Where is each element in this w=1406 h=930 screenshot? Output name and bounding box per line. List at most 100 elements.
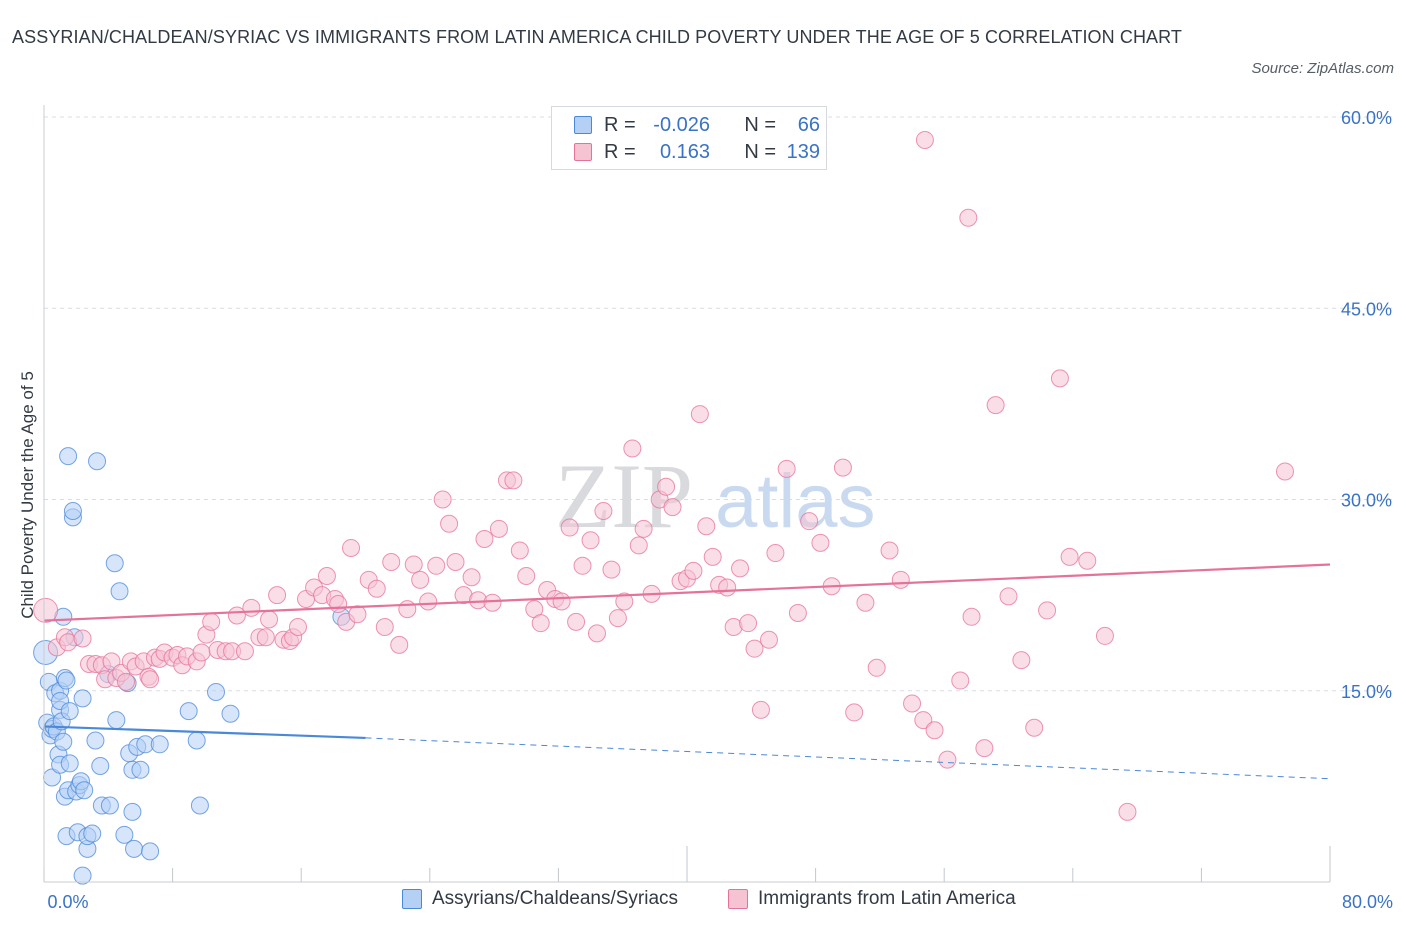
watermark: ZIP atlas [555, 445, 876, 547]
data-point-latin-america [845, 703, 864, 722]
y-tick-label: 60.0% [1341, 108, 1392, 128]
data-point-latin-america [1118, 802, 1137, 821]
data-point-latin-america [475, 530, 494, 549]
data-point-latin-america [766, 544, 785, 563]
data-point-latin-america [1038, 601, 1057, 620]
data-point-latin-america [390, 635, 409, 654]
stats-swatch-pink [574, 143, 592, 161]
data-point-latin-america [657, 477, 676, 496]
data-point-latin-america [903, 694, 922, 713]
axis-layer: 15.0% 30.0% 45.0% 60.0% 0.0% 80.0% [43, 105, 1393, 912]
data-point-latin-america [73, 629, 92, 648]
data-point-assyrians [150, 735, 169, 754]
data-point-latin-america [268, 586, 287, 605]
y-tick-label: 45.0% [1341, 299, 1392, 319]
data-point-assyrians [187, 731, 206, 750]
data-point-latin-america [367, 579, 386, 598]
data-point-latin-america [959, 208, 978, 227]
data-point-latin-america [33, 597, 59, 623]
data-point-latin-america [629, 536, 648, 555]
data-point-latin-america [634, 519, 653, 538]
legend-label: Immigrants from Latin America [758, 888, 1016, 909]
data-point-latin-america [567, 612, 586, 631]
data-point-latin-america [510, 541, 529, 560]
y-axis-label: Child Poverty Under the Age of 5 [18, 371, 37, 619]
watermark-atlas: atlas [715, 459, 876, 544]
data-point-latin-america [560, 518, 579, 537]
data-point-assyrians [73, 866, 92, 885]
data-point-latin-america [697, 517, 716, 536]
data-point-latin-america [398, 600, 417, 619]
data-point-assyrians [107, 711, 126, 730]
data-point-latin-america [914, 711, 933, 730]
stats-swatch-blue [574, 116, 592, 134]
data-point-latin-america [962, 607, 981, 626]
trendline-latin-america [43, 563, 1331, 622]
data-point-latin-america [317, 567, 336, 585]
data-point-latin-america [938, 750, 957, 769]
stats-row-latin-america: R = 0.163 N = 139 [574, 139, 820, 165]
data-point-latin-america [951, 671, 970, 690]
data-point-latin-america [731, 559, 750, 578]
data-point-latin-america [256, 628, 275, 647]
legend-item-assyrians[interactable]: Assyrians/Chaldeans/Syriacs [402, 888, 678, 910]
data-point-latin-america [880, 541, 899, 560]
source-label: Source: ZipAtlas.com [1251, 60, 1394, 77]
data-point-latin-america [718, 578, 737, 597]
stats-box: R = -0.026 N = 66 R = 0.163 N = 139 [551, 106, 827, 170]
data-point-assyrians [60, 702, 79, 721]
legend-swatch-pink [728, 889, 748, 909]
data-point-latin-america [235, 642, 254, 661]
data-point-latin-america [446, 552, 465, 571]
data-point-latin-america [587, 624, 606, 643]
data-point-latin-america [759, 630, 778, 649]
points-layer [33, 130, 1294, 885]
data-point-latin-america [489, 519, 508, 538]
data-point-latin-america [623, 439, 642, 458]
data-point-latin-america [891, 570, 910, 589]
data-point-assyrians [179, 702, 198, 721]
legend-label: Assyrians/Chaldeans/Syriacs [432, 888, 679, 909]
data-point-latin-america [102, 652, 121, 671]
data-point-latin-america [999, 587, 1018, 606]
data-point-assyrians [110, 582, 129, 601]
n-label: N = [744, 140, 776, 163]
data-point-latin-america [1060, 547, 1079, 566]
data-point-assyrians [54, 732, 73, 751]
n-label: N = [744, 113, 776, 136]
data-point-assyrians [86, 731, 105, 750]
x-tick-label-min: 0.0% [47, 892, 88, 912]
data-point-assyrians [100, 796, 119, 815]
data-point-latin-america [856, 593, 875, 612]
data-point-latin-america [594, 501, 613, 520]
data-point-assyrians [60, 754, 79, 773]
data-point-assyrians [75, 781, 94, 800]
data-point-latin-america [1012, 651, 1031, 670]
data-point-latin-america [531, 614, 550, 633]
data-point-latin-america [483, 593, 502, 612]
legend-item-latin-america[interactable]: Immigrants from Latin America [728, 888, 1016, 910]
data-point-latin-america [427, 556, 446, 575]
data-point-assyrians [59, 447, 78, 466]
data-point-latin-america [329, 595, 348, 614]
data-point-assyrians [57, 671, 76, 690]
chart-title: ASSYRIAN/CHALDEAN/SYRIAC VS IMMIGRANTS F… [12, 27, 1183, 47]
data-point-assyrians [91, 756, 110, 775]
data-point-latin-america [440, 514, 459, 533]
data-point-assyrians [190, 796, 209, 815]
data-point-assyrians [88, 452, 107, 471]
data-point-latin-america [684, 561, 703, 580]
data-point-latin-america [573, 556, 592, 575]
r-label: R = [604, 113, 636, 136]
data-point-assyrians [73, 689, 92, 708]
data-point-assyrians [123, 802, 142, 821]
r-label: R = [604, 140, 636, 163]
data-point-latin-america [192, 643, 211, 662]
data-point-latin-america [788, 603, 807, 622]
data-point-latin-america [800, 512, 819, 531]
data-point-latin-america [986, 396, 1005, 415]
data-point-latin-america [260, 610, 279, 629]
trendline-assyrians-extrapolated [365, 737, 1331, 780]
data-point-latin-america [581, 531, 600, 550]
stats-row-assyrians: R = -0.026 N = 66 [574, 112, 820, 138]
